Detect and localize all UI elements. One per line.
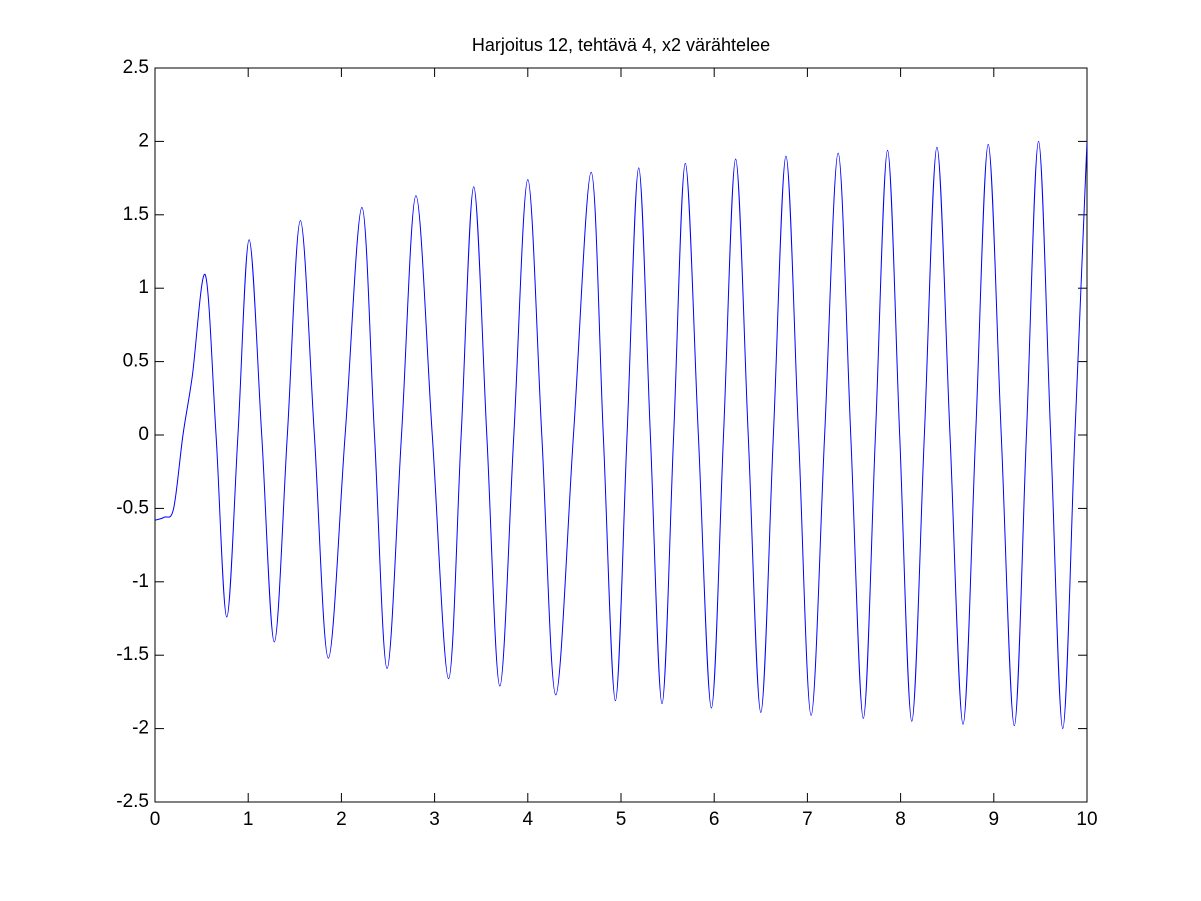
y-tick-label: -1 [132, 571, 149, 592]
x-tick-label: 3 [429, 809, 440, 830]
y-tick-label: -0.5 [116, 497, 149, 518]
x-tick-label: 1 [243, 809, 254, 830]
y-tick-label: 2 [138, 130, 149, 151]
chart-title: Harjoitus 12, tehtävä 4, x2 värähtelee [472, 35, 770, 55]
x-tick-label: 7 [802, 809, 813, 830]
x-tick-label: 8 [895, 809, 906, 830]
plot-area [154, 67, 1088, 803]
x-tick-label: 6 [709, 809, 720, 830]
x-tick-label: 5 [616, 809, 627, 830]
y-tick-label: 1 [138, 277, 149, 298]
y-tick-label: -2.5 [116, 791, 149, 812]
x-tick-label: 10 [1076, 809, 1097, 830]
y-tick-label: -2 [132, 718, 149, 739]
y-tick-label: 1.5 [123, 204, 149, 225]
x-tick-label: 9 [989, 809, 1000, 830]
y-tick-label: 0 [138, 424, 149, 445]
y-tick-label: 0.5 [123, 351, 149, 372]
x-tick-label: 0 [150, 809, 161, 830]
x-tick-label: 4 [523, 809, 534, 830]
y-tick-label: 2.5 [123, 57, 149, 78]
y-tick-label: -1.5 [116, 644, 149, 665]
x-tick-label: 2 [336, 809, 347, 830]
line-series [155, 140, 1087, 730]
